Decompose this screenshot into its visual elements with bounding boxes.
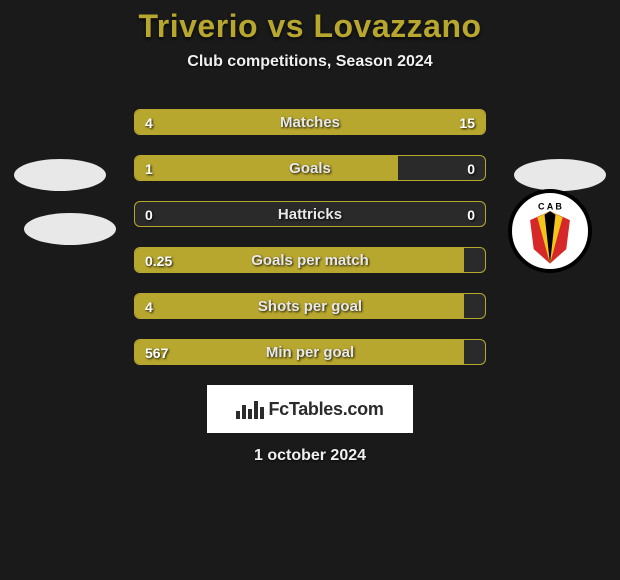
team-left-badge-2 xyxy=(24,183,116,275)
ellipse-icon xyxy=(24,213,116,245)
stat-value-right: 0 xyxy=(467,156,475,181)
stat-bars: Matches415Goals10Hattricks00Goals per ma… xyxy=(134,109,486,365)
comparison-panel: Triverio vs Lovazzano Club competitions,… xyxy=(0,0,620,580)
watermark: FcTables.com xyxy=(207,385,413,433)
stat-row: Min per goal567 xyxy=(134,339,486,365)
stat-row: Shots per goal4 xyxy=(134,293,486,319)
date-label: 1 october 2024 xyxy=(0,447,620,465)
club-crest-icon: C A B xyxy=(508,189,592,273)
stat-value-left: 0 xyxy=(145,202,153,227)
bar-chart-icon xyxy=(236,399,264,419)
stat-label: Hattricks xyxy=(135,202,485,227)
stat-value-right: 0 xyxy=(467,202,475,227)
subtitle: Club competitions, Season 2024 xyxy=(0,53,620,71)
watermark-text: FcTables.com xyxy=(268,399,383,420)
bar-fill-left xyxy=(135,156,398,180)
stat-row: Goals per match0.25 xyxy=(134,247,486,273)
bar-fill-left xyxy=(135,110,209,134)
bar-fill-right xyxy=(209,110,486,134)
crest-letters: C A B xyxy=(538,201,562,211)
stat-row: Matches415 xyxy=(134,109,486,135)
stage: C A B Matches415Goals10Hattricks00Goals … xyxy=(0,109,620,365)
stat-row: Hattricks0 0 xyxy=(134,201,486,227)
bar-fill-left xyxy=(135,248,464,272)
stat-row: Goals10 xyxy=(134,155,486,181)
team-right-crest: C A B xyxy=(504,185,596,277)
bar-fill-left xyxy=(135,294,464,318)
page-title: Triverio vs Lovazzano xyxy=(0,8,620,45)
bar-fill-left xyxy=(135,340,464,364)
